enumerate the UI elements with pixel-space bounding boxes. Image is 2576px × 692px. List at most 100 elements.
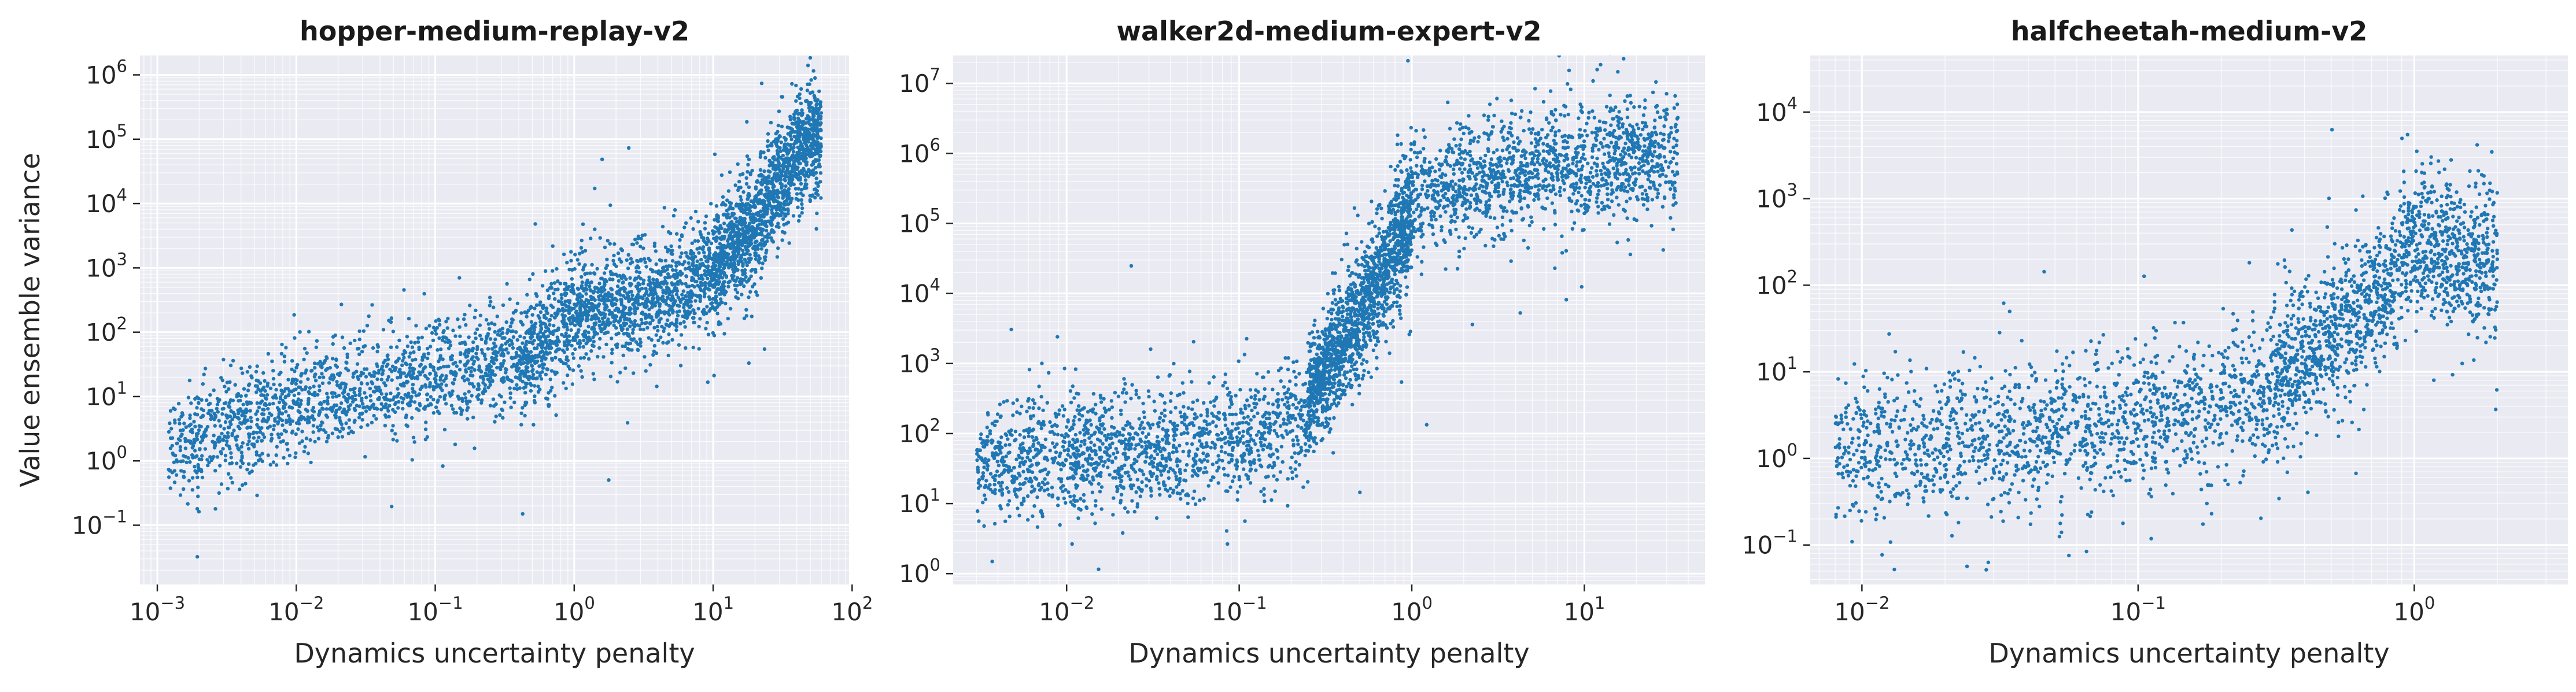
scatter-point xyxy=(772,184,776,188)
scatter-point xyxy=(818,153,822,158)
scatter-point xyxy=(318,409,322,413)
scatter-point xyxy=(337,384,341,388)
scatter-point xyxy=(361,406,366,410)
scatter-point xyxy=(563,287,567,291)
scatter-point xyxy=(178,438,182,443)
scatter-point xyxy=(581,304,585,308)
scatter-point xyxy=(719,237,723,241)
scatter-point xyxy=(226,431,230,435)
scatter-point xyxy=(608,277,612,281)
scatter-point xyxy=(639,341,643,345)
scatter-point xyxy=(271,395,275,399)
scatter-point xyxy=(682,320,686,324)
scatter-point xyxy=(261,432,265,436)
scatter-point xyxy=(429,395,433,399)
scatter-point xyxy=(213,507,217,511)
scatter-point xyxy=(523,403,527,408)
scatter-point xyxy=(787,164,791,168)
scatter-point xyxy=(576,341,580,345)
scatter-point xyxy=(680,293,684,297)
scatter-point xyxy=(729,201,733,205)
scatter-point xyxy=(338,419,342,423)
scatter-point xyxy=(193,449,197,453)
scatter-point xyxy=(409,399,414,404)
scatter-point xyxy=(386,409,390,413)
scatter-point xyxy=(313,439,317,444)
scatter-point xyxy=(666,353,670,358)
scatter-point xyxy=(195,471,199,475)
scatter-point xyxy=(1062,408,1067,412)
scatter-point xyxy=(256,387,260,391)
scatter-point xyxy=(722,221,726,225)
scatter-point xyxy=(190,427,194,431)
scatter-point xyxy=(630,338,635,342)
scatter-point xyxy=(273,419,277,423)
scatter-point xyxy=(804,156,808,160)
scatter-point xyxy=(574,310,578,314)
scatter-point xyxy=(597,298,601,302)
scatter-point xyxy=(818,105,823,109)
scatter-point xyxy=(659,285,663,290)
scatter-point xyxy=(401,406,405,411)
scatter-point xyxy=(775,172,780,176)
scatter-point xyxy=(223,453,228,458)
scatter-point xyxy=(183,439,187,443)
scatter-point xyxy=(693,311,697,315)
scatter-point xyxy=(249,416,253,420)
scatter-point xyxy=(681,262,685,267)
scatter-point xyxy=(469,369,473,373)
scatter-point xyxy=(740,205,744,209)
scatter-point xyxy=(802,128,806,132)
scatter-point xyxy=(684,221,688,225)
scatter-point xyxy=(649,338,654,342)
scatter-point xyxy=(282,389,286,394)
scatter-point xyxy=(190,488,194,492)
scatter-point xyxy=(282,456,286,460)
scatter-point xyxy=(360,382,364,386)
scatter-point xyxy=(265,382,270,386)
scatter-point xyxy=(713,251,718,255)
scatter-point xyxy=(233,383,237,387)
scatter-point xyxy=(715,312,719,316)
scatter-point xyxy=(633,238,637,242)
scatter-point xyxy=(275,406,280,410)
scatter-point xyxy=(803,149,807,153)
scatter-point xyxy=(615,298,619,302)
scatter-point xyxy=(335,380,339,384)
scatter-point xyxy=(775,199,779,203)
scatter-point xyxy=(280,411,284,415)
scatter-point xyxy=(588,288,592,292)
scatter-point xyxy=(799,198,804,202)
scatter-point xyxy=(383,424,387,428)
scatter-point xyxy=(817,89,821,94)
scatter-point xyxy=(224,413,228,417)
scatter-point xyxy=(677,304,681,308)
scatter-point xyxy=(316,436,321,441)
scatter-point xyxy=(237,399,241,403)
scatter-point xyxy=(811,168,815,172)
scatter-point xyxy=(525,293,529,297)
scatter-point xyxy=(444,374,448,378)
scatter-point xyxy=(704,214,708,219)
scatter-point xyxy=(437,323,442,327)
plot-area xyxy=(953,55,1705,584)
scatter-point xyxy=(325,415,330,419)
scatter-point xyxy=(410,458,414,462)
scatter-point xyxy=(407,391,411,395)
scatter-point xyxy=(677,343,681,347)
scatter-point xyxy=(748,253,752,257)
scatter-point xyxy=(193,455,197,459)
scatter-point xyxy=(582,330,587,334)
scatter-point xyxy=(391,330,396,334)
scatter-point xyxy=(224,435,228,439)
scatter-point xyxy=(603,288,607,292)
scatter-point xyxy=(410,416,414,420)
scatter-point xyxy=(287,389,291,393)
scatter-point xyxy=(445,326,449,330)
scatter-point xyxy=(687,284,691,288)
scatter-point xyxy=(617,279,621,283)
scatter-point xyxy=(725,198,729,202)
scatter-point xyxy=(626,267,630,271)
scatter-point xyxy=(459,352,463,356)
scatter-point xyxy=(443,335,447,339)
